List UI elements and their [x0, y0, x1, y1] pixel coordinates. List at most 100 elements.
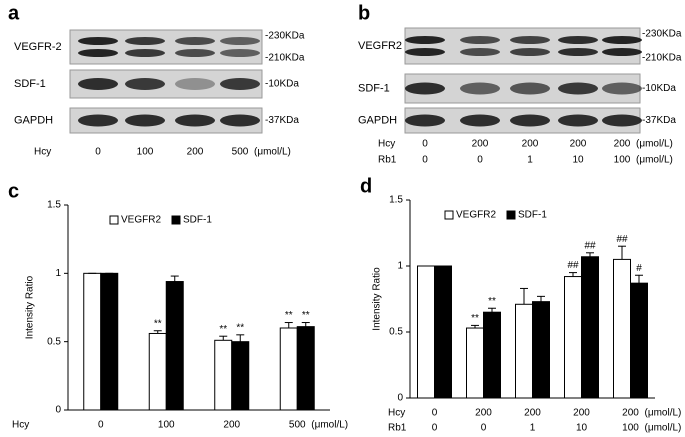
bar [532, 301, 550, 399]
condition-label: 200 [614, 139, 631, 150]
y-tick-label: 1.5 [389, 195, 403, 206]
bar [214, 339, 233, 411]
condition-label: 0 [422, 155, 428, 166]
x-row-unit: (μmol/L) [645, 423, 682, 434]
condition-name: Hcy [378, 139, 395, 150]
size-marker: -230KDa [265, 31, 305, 42]
blot-band [510, 82, 550, 95]
blot-band [602, 82, 642, 95]
x-row-name: Hcy [12, 420, 29, 431]
significance-label: ## [616, 234, 628, 245]
blot-band [125, 114, 165, 127]
size-marker: -37KDa [265, 115, 299, 126]
size-marker: -210KDa [642, 53, 682, 64]
condition-label: 200 [570, 139, 587, 150]
condition-label: 0 [422, 139, 428, 150]
x-tick-label: 200 [223, 420, 240, 431]
y-tick-label: 1 [55, 268, 61, 279]
y-axis-label: Intensity Ratio [25, 275, 36, 339]
bar [231, 341, 250, 411]
legend-label: VEGFR2 [121, 215, 161, 226]
blot-band [460, 82, 500, 95]
x-tick-label: 0 [432, 408, 438, 419]
condition-label: 1 [527, 155, 533, 166]
x-tick-label: 200 [524, 408, 541, 419]
panel-label: c [8, 180, 19, 202]
bar [296, 326, 315, 411]
size-marker: -210KDa [265, 53, 305, 64]
blot-band [405, 82, 445, 95]
blot-band [602, 48, 642, 56]
significance-label: ** [471, 313, 479, 324]
y-tick-label: 0.5 [47, 336, 61, 347]
x-tick-label: 1 [530, 423, 536, 434]
size-marker: -10KDa [265, 79, 299, 90]
blot-band [510, 48, 550, 56]
significance-label: ** [154, 318, 162, 329]
significance-label: ** [302, 310, 310, 321]
blot-band [78, 114, 118, 127]
bar [483, 311, 501, 399]
blot-band [78, 49, 118, 57]
y-tick-label: 1 [397, 261, 403, 272]
blot-band [510, 114, 550, 127]
condition-unit: (μmol/L) [254, 147, 291, 158]
x-tick-label: 200 [573, 408, 590, 419]
blot-band [558, 48, 598, 56]
condition-unit: (μmol/L) [636, 139, 673, 150]
blot-band [405, 48, 445, 56]
bar [279, 327, 298, 411]
y-tick-label: 0 [397, 393, 403, 404]
blot-band [125, 37, 165, 45]
blot-band [125, 78, 165, 90]
significance-label: ## [584, 240, 596, 251]
bar [564, 276, 582, 399]
blot-band [510, 36, 550, 44]
bar [417, 265, 435, 399]
x-row-name: Rb1 [388, 423, 407, 434]
blot-band [78, 37, 118, 45]
bar [165, 281, 184, 411]
bar [515, 303, 533, 399]
x-tick-label: 10 [576, 423, 588, 434]
blot-band [220, 114, 260, 127]
x-tick-label: 0 [481, 423, 487, 434]
panel-label: a [8, 2, 20, 24]
blot-band [558, 36, 598, 44]
y-tick-label: 0 [55, 405, 61, 416]
blot-band [602, 36, 642, 44]
legend-swatch [506, 210, 516, 220]
legend-label: SDF-1 [183, 215, 212, 226]
panel-label: b [358, 2, 370, 24]
blot-strip [69, 29, 263, 65]
blot-band [78, 78, 118, 90]
blot-row-label: SDF-1 [358, 82, 390, 94]
blot-band [460, 36, 500, 44]
significance-label: ** [285, 310, 293, 321]
condition-label: 0 [95, 147, 101, 158]
legend-label: VEGFR2 [456, 210, 496, 221]
size-marker: -230KDa [642, 29, 682, 40]
blot-band [405, 114, 445, 127]
significance-label: ## [567, 260, 579, 271]
x-tick-label: 0 [432, 423, 438, 434]
size-marker: -37KDa [642, 115, 676, 126]
condition-label: 10 [572, 155, 584, 166]
x-tick-label: 0 [98, 420, 104, 431]
legend-swatch [171, 215, 181, 225]
condition-name: Hcy [34, 147, 51, 158]
x-tick-label: 200 [622, 408, 639, 419]
bar [466, 327, 484, 399]
bar [100, 272, 119, 411]
significance-label: # [636, 263, 642, 274]
bar [613, 258, 631, 399]
condition-label: 100 [137, 147, 154, 158]
blot-band [405, 36, 445, 44]
legend-label: SDF-1 [518, 210, 547, 221]
blot-strip [404, 27, 641, 65]
significance-label: ** [219, 324, 227, 335]
x-tick-label: 100 [622, 423, 639, 434]
significance-label: ** [236, 322, 244, 333]
condition-label: 500 [232, 147, 249, 158]
